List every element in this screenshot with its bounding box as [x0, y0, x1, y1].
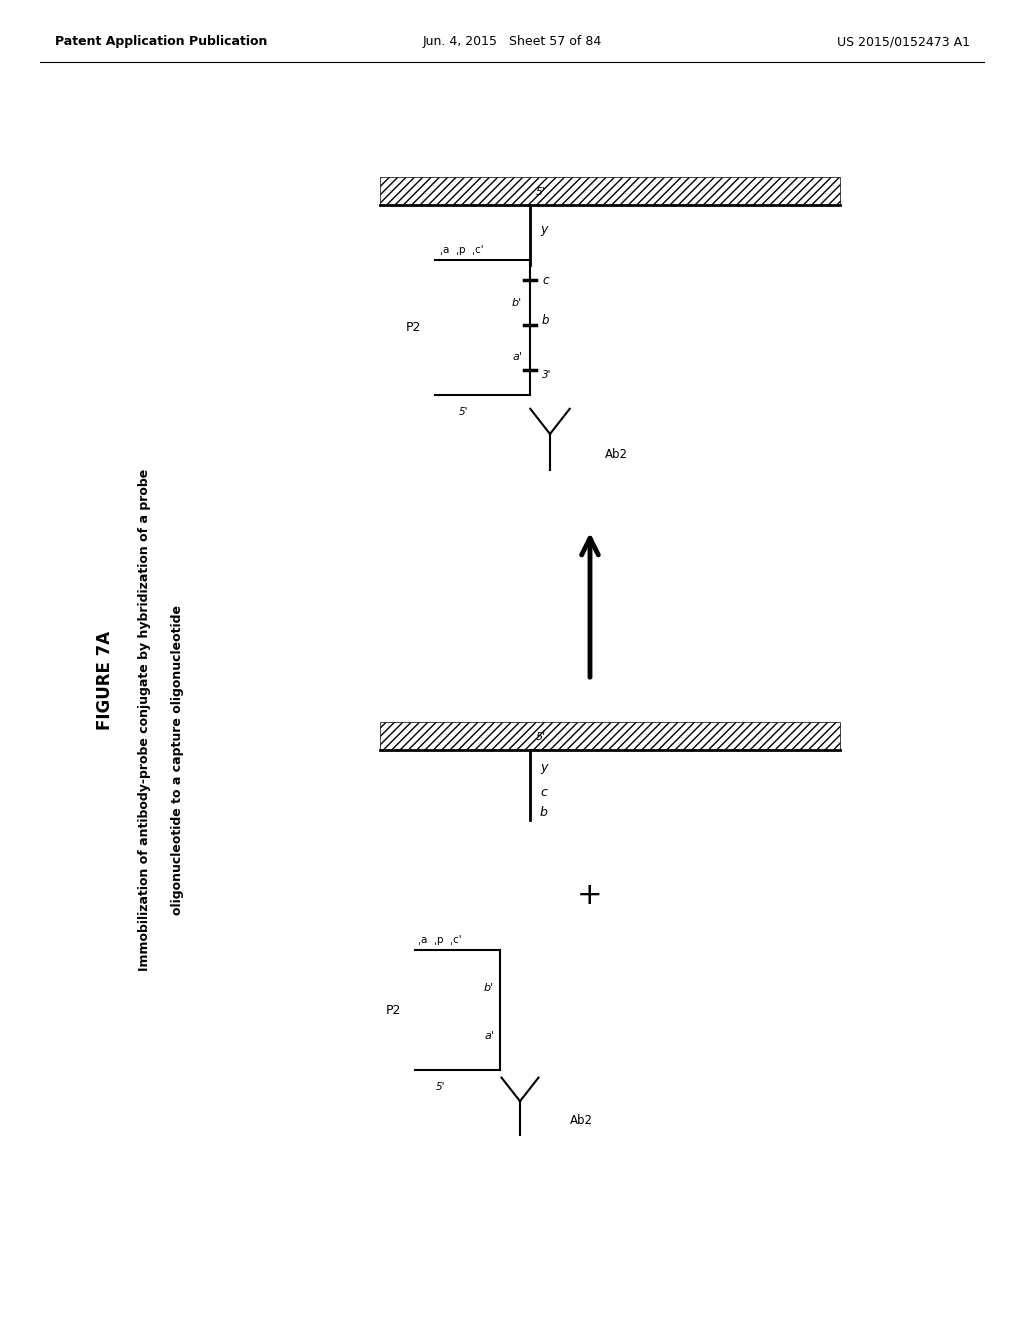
Text: Immobilization of antibody-probe conjugate by hybridization of a probe: Immobilization of antibody-probe conjuga… — [138, 469, 152, 972]
Text: b: b — [542, 314, 550, 326]
Text: 3': 3' — [542, 370, 552, 380]
Text: 5': 5' — [536, 733, 546, 742]
Bar — [380, 177, 840, 205]
Text: FIGURE 7A: FIGURE 7A — [96, 631, 114, 730]
Text: P2: P2 — [406, 321, 421, 334]
Text: y: y — [540, 762, 548, 775]
Text: oligonucleotide to a capture oligonucleotide: oligonucleotide to a capture oligonucleo… — [171, 605, 184, 915]
Text: US 2015/0152473 A1: US 2015/0152473 A1 — [837, 36, 970, 49]
Text: 5': 5' — [436, 1082, 445, 1092]
Text: 5': 5' — [536, 187, 546, 197]
Text: Patent Application Publication: Patent Application Publication — [55, 36, 267, 49]
Text: y: y — [540, 223, 548, 236]
Text: a': a' — [512, 352, 522, 362]
Text: ˌa  ˌp  ˌc': ˌa ˌp ˌc' — [440, 246, 483, 255]
Text: c: c — [540, 785, 547, 799]
Text: b: b — [540, 805, 548, 818]
Text: c: c — [542, 273, 549, 286]
Text: Ab2: Ab2 — [605, 449, 628, 462]
Text: +: + — [578, 880, 603, 909]
Text: b': b' — [512, 298, 522, 308]
Text: b': b' — [484, 983, 494, 994]
Bar — [380, 722, 840, 750]
Text: ˌa  ˌp  ˌc': ˌa ˌp ˌc' — [418, 935, 462, 945]
Text: a': a' — [484, 1031, 494, 1041]
Text: Ab2: Ab2 — [570, 1114, 593, 1126]
Text: P2: P2 — [385, 1003, 400, 1016]
Text: Jun. 4, 2015   Sheet 57 of 84: Jun. 4, 2015 Sheet 57 of 84 — [422, 36, 602, 49]
Text: 5': 5' — [459, 407, 468, 417]
